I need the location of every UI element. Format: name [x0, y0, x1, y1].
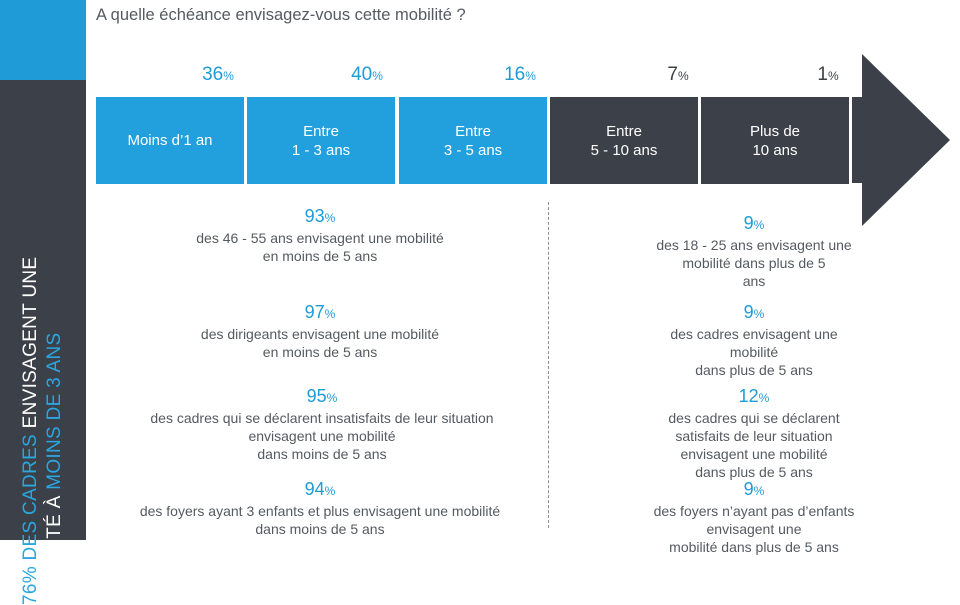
stat-description: des foyers n’ayant pas d’enfants envisag…	[653, 503, 855, 555]
segment-1-3-years: Entre 1 - 3 ans	[247, 97, 395, 184]
stat-left-2: 97% des dirigeants envisagent une mobili…	[201, 301, 439, 361]
stat-right-4: 9% des foyers n’ayant pas d’enfants envi…	[651, 478, 857, 556]
stat-description: des foyers ayant 3 enfants et plus envis…	[139, 503, 501, 537]
stat-left-3: 95% des cadres qui se déclarent insatisf…	[150, 385, 493, 463]
percent-symbol: %	[753, 218, 765, 232]
segment-label: Plus de 10 ans	[749, 122, 801, 159]
percent-symbol: %	[753, 307, 765, 321]
segment-percent-value: 7	[667, 64, 678, 85]
question-title: A quelle échéance envisagez-vous cette m…	[96, 6, 466, 24]
stat-left-1: 93% des 46 - 55 ans envisagent une mobil…	[196, 205, 444, 265]
stat-value: 95%	[150, 385, 493, 409]
stat-left-4: 94% des foyers ayant 3 enfants et plus e…	[140, 478, 500, 538]
percent-symbol: %	[324, 211, 336, 225]
percent-symbol: %	[324, 484, 336, 498]
percent-symbol: %	[677, 69, 689, 83]
percent-symbol: %	[827, 69, 839, 83]
sidebar: 76% des cadres envisagent une mobilité à…	[0, 80, 86, 605]
segment-less-1-year: Moins d’1 an	[96, 97, 244, 184]
vertical-title-line-1: 76% des cadres envisagent une	[19, 175, 43, 605]
stat-value: 93%	[196, 205, 444, 229]
stat-number: 93	[304, 206, 325, 226]
vertical-title-accent-1: 76% des cadres	[20, 433, 41, 605]
stat-value: 94%	[140, 478, 500, 502]
segment-label: Entre 5 - 10 ans	[590, 122, 658, 159]
segment-percent-4: 7%	[667, 64, 688, 86]
stat-right-3: 12% des cadres qui se déclarent satisfai…	[651, 385, 857, 481]
percent-symbol: %	[324, 307, 336, 321]
stat-right-1: 9% des 18 - 25 ans envisagent une mobili…	[651, 212, 857, 290]
vertical-title-text-2: mobilité à	[44, 489, 65, 605]
segment-5-10-years: Entre 5 - 10 ans	[550, 97, 698, 184]
segment-more-10-years: Plus de 10 ans	[701, 97, 849, 184]
percent-symbol: %	[372, 69, 383, 83]
segment-percent-1: 36%	[202, 64, 234, 86]
stat-number: 9	[743, 213, 754, 233]
percent-symbol: %	[758, 391, 770, 405]
vertical-title-line-2: mobilité à moins de 3 ans	[43, 175, 67, 605]
segment-percent-value: 36	[202, 64, 224, 85]
stat-number: 95	[306, 386, 327, 406]
sidebar-accent-block	[0, 0, 86, 80]
segment-percent-value: 40	[351, 64, 373, 85]
stat-value: 12%	[651, 385, 857, 409]
vertical-title: 76% des cadres envisagent une mobilité à…	[0, 175, 86, 605]
vertical-title-text-1: envisagent une	[20, 256, 41, 434]
stat-description: des dirigeants envisagent une mobilité e…	[200, 326, 440, 360]
stat-number: 9	[743, 302, 754, 322]
percent-symbol: %	[525, 69, 536, 83]
stat-value: 9%	[651, 301, 857, 325]
segment-percent-5: 1%	[817, 64, 838, 86]
stat-value: 97%	[201, 301, 439, 325]
stat-description: des cadres envisagent une mobilité dans …	[670, 326, 838, 378]
stat-number: 94	[304, 479, 325, 499]
stat-number: 12	[738, 386, 759, 406]
percent-symbol: %	[326, 391, 338, 405]
vertical-title-accent-2: moins de 3 ans	[44, 332, 65, 490]
segment-percent-value: 16	[504, 64, 526, 85]
segment-label: Entre 3 - 5 ans	[443, 122, 503, 159]
segment-label: Moins d’1 an	[127, 132, 213, 149]
stat-description: des cadres qui se déclarent insatisfaits…	[150, 410, 494, 462]
segment-percent-3: 16%	[504, 64, 536, 86]
segment-label: Entre 1 - 3 ans	[291, 122, 351, 159]
percent-symbol: %	[223, 69, 234, 83]
stat-value: 9%	[651, 212, 857, 236]
stat-value: 9%	[651, 478, 857, 502]
stat-description: des 18 - 25 ans envisagent une mobilité …	[656, 237, 852, 289]
percent-symbol: %	[753, 484, 765, 498]
segment-3-5-years: Entre 3 - 5 ans	[399, 97, 547, 184]
stat-description: des 46 - 55 ans envisagent une mobilité …	[196, 230, 444, 264]
stat-number: 9	[743, 479, 754, 499]
stat-description: des cadres qui se déclarent satisfaits d…	[668, 410, 840, 480]
column-divider	[548, 202, 549, 528]
segment-percent-2: 40%	[351, 64, 383, 86]
segment-percent-value: 1	[817, 64, 828, 85]
timeline-arrow-icon	[852, 54, 950, 226]
stat-number: 97	[304, 302, 325, 322]
stat-right-2: 9% des cadres envisagent une mobilité da…	[651, 301, 857, 379]
